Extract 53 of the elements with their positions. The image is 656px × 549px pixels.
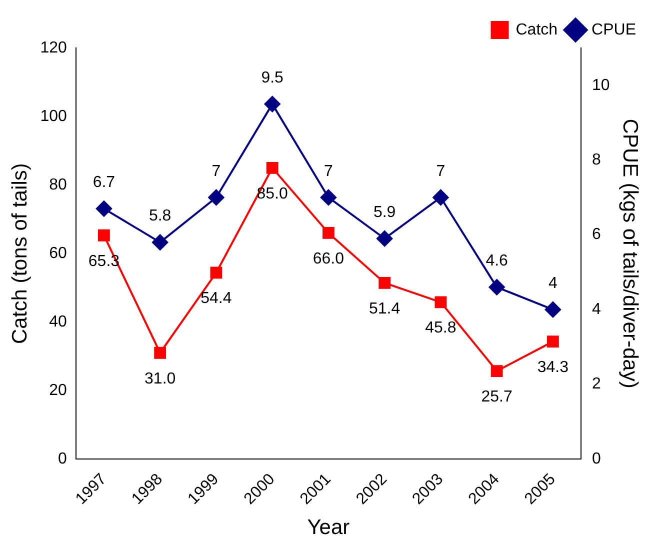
point — [546, 336, 559, 348]
y-tick-label: 40 — [49, 313, 67, 330]
point — [434, 296, 447, 308]
y2-tick-label: 0 — [592, 450, 602, 468]
data-label: 4.6 — [486, 252, 508, 270]
data-label: 66.0 — [312, 250, 344, 268]
data-label: 5.8 — [148, 208, 172, 225]
data-label: 7 — [212, 162, 221, 180]
y-tick-label: 100 — [40, 108, 67, 125]
point — [432, 189, 449, 206]
point — [266, 162, 278, 174]
data-label: 7 — [324, 162, 333, 180]
data-label: 45.8 — [425, 320, 456, 337]
data-label: 7 — [436, 162, 446, 180]
y-axis-title: Catch (tons of tails) — [8, 163, 32, 344]
point — [544, 302, 561, 318]
point — [378, 277, 391, 289]
legend-label: Catch — [516, 21, 558, 38]
data-label: 25.7 — [481, 388, 512, 406]
y2-tick-label: 8 — [592, 152, 602, 169]
data-label: 4 — [548, 274, 558, 292]
y2-axis-title: CPUE (kgs of tails/diver-day) — [618, 118, 642, 388]
data-label: 85.0 — [256, 185, 288, 202]
y-tick-label: 0 — [58, 450, 67, 468]
point — [376, 230, 393, 247]
point — [210, 266, 222, 279]
y2-tick-label: 4 — [592, 300, 602, 318]
point — [98, 229, 110, 242]
data-label: 5.9 — [373, 204, 396, 221]
point — [320, 189, 336, 206]
point — [96, 200, 112, 217]
data-label: 34.3 — [537, 358, 569, 376]
point — [152, 234, 168, 250]
point — [264, 96, 280, 112]
y2-tick-label: 6 — [592, 226, 602, 244]
legend-label: CPUE — [592, 21, 636, 38]
data-label: 51.4 — [369, 300, 400, 318]
y-tick-label: 120 — [40, 39, 67, 56]
y2-tick-label: 2 — [592, 376, 602, 393]
point — [490, 365, 503, 377]
y-tick-label: 80 — [49, 176, 67, 194]
point — [322, 227, 334, 239]
data-label: 54.4 — [200, 290, 232, 308]
data-label: 31.0 — [144, 370, 176, 388]
point — [208, 189, 224, 206]
y-tick-label: 60 — [49, 244, 67, 262]
data-label: 6.7 — [92, 174, 116, 192]
point — [488, 279, 505, 296]
point — [154, 346, 166, 359]
y2-tick-label: 10 — [592, 76, 610, 94]
x-axis-title: Year — [307, 516, 350, 540]
y-tick-label: 20 — [49, 382, 67, 399]
data-label: 9.5 — [261, 69, 284, 86]
